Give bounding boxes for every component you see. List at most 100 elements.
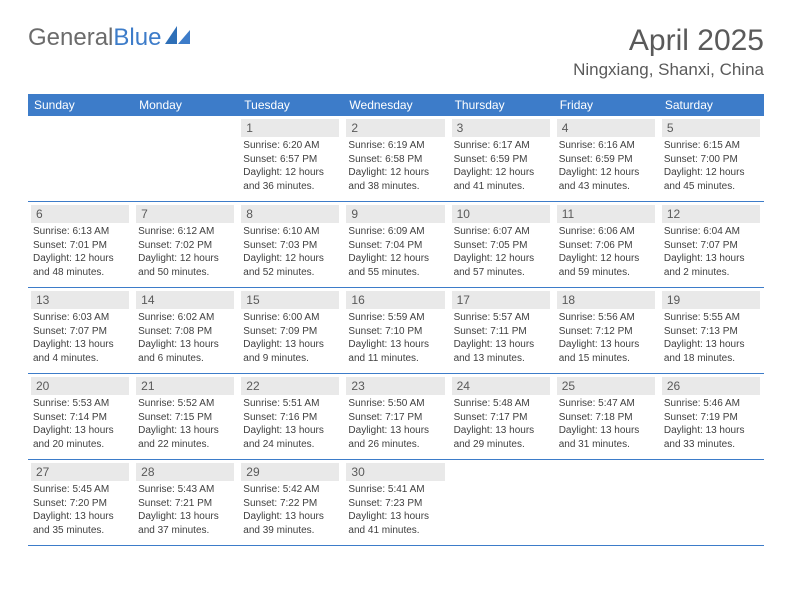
detail-line: and 4 minutes. — [33, 352, 127, 366]
day-details: Sunrise: 6:04 AMSunset: 7:07 PMDaylight:… — [662, 225, 760, 279]
day-details: Sunrise: 5:46 AMSunset: 7:19 PMDaylight:… — [662, 397, 760, 451]
detail-line: Sunset: 7:06 PM — [559, 239, 653, 253]
day-cell: 14Sunrise: 6:02 AMSunset: 7:08 PMDayligh… — [133, 288, 238, 374]
detail-line: Daylight: 13 hours — [33, 338, 127, 352]
day-cell: 10Sunrise: 6:07 AMSunset: 7:05 PMDayligh… — [449, 202, 554, 288]
detail-line: and 15 minutes. — [559, 352, 653, 366]
detail-line: and 2 minutes. — [664, 266, 758, 280]
day-number: 29 — [241, 463, 339, 481]
day-cell — [449, 460, 554, 546]
day-cell: 24Sunrise: 5:48 AMSunset: 7:17 PMDayligh… — [449, 374, 554, 460]
day-cell: 15Sunrise: 6:00 AMSunset: 7:09 PMDayligh… — [238, 288, 343, 374]
day-details: Sunrise: 5:48 AMSunset: 7:17 PMDaylight:… — [452, 397, 550, 451]
detail-line: Sunrise: 6:13 AM — [33, 225, 127, 239]
day-header: Sunday — [28, 94, 133, 116]
day-cell: 20Sunrise: 5:53 AMSunset: 7:14 PMDayligh… — [28, 374, 133, 460]
day-details: Sunrise: 5:59 AMSunset: 7:10 PMDaylight:… — [346, 311, 444, 365]
detail-line: Sunrise: 6:09 AM — [348, 225, 442, 239]
detail-line: Sunrise: 6:16 AM — [559, 139, 653, 153]
detail-line: Daylight: 13 hours — [664, 252, 758, 266]
detail-line: and 41 minutes. — [348, 524, 442, 538]
detail-line: Sunrise: 5:46 AM — [664, 397, 758, 411]
day-number: 25 — [557, 377, 655, 395]
detail-line: Daylight: 12 hours — [348, 252, 442, 266]
day-cell: 29Sunrise: 5:42 AMSunset: 7:22 PMDayligh… — [238, 460, 343, 546]
day-cell: 19Sunrise: 5:55 AMSunset: 7:13 PMDayligh… — [659, 288, 764, 374]
detail-line: Sunset: 7:19 PM — [664, 411, 758, 425]
detail-line: Sunset: 7:09 PM — [243, 325, 337, 339]
day-details: Sunrise: 5:43 AMSunset: 7:21 PMDaylight:… — [136, 483, 234, 537]
detail-line: and 9 minutes. — [243, 352, 337, 366]
day-number: 7 — [136, 205, 234, 223]
detail-line: Sunrise: 5:47 AM — [559, 397, 653, 411]
day-number: 18 — [557, 291, 655, 309]
detail-line: Sunset: 7:07 PM — [33, 325, 127, 339]
week-row: 1Sunrise: 6:20 AMSunset: 6:57 PMDaylight… — [28, 116, 764, 202]
day-cell — [659, 460, 764, 546]
day-details: Sunrise: 5:56 AMSunset: 7:12 PMDaylight:… — [557, 311, 655, 365]
detail-line: and 41 minutes. — [454, 180, 548, 194]
detail-line: Sunrise: 5:43 AM — [138, 483, 232, 497]
detail-line: Sunset: 7:00 PM — [664, 153, 758, 167]
empty-cell — [554, 460, 659, 538]
detail-line: Sunrise: 5:56 AM — [559, 311, 653, 325]
detail-line: Sunrise: 6:06 AM — [559, 225, 653, 239]
detail-line: and 24 minutes. — [243, 438, 337, 452]
detail-line: Sunset: 7:23 PM — [348, 497, 442, 511]
detail-line: Sunrise: 5:52 AM — [138, 397, 232, 411]
detail-line: Sunset: 7:14 PM — [33, 411, 127, 425]
day-cell: 30Sunrise: 5:41 AMSunset: 7:23 PMDayligh… — [343, 460, 448, 546]
detail-line: Sunset: 6:59 PM — [559, 153, 653, 167]
detail-line: Sunset: 7:17 PM — [454, 411, 548, 425]
calendar-table: SundayMondayTuesdayWednesdayThursdayFrid… — [28, 94, 764, 546]
empty-cell — [28, 116, 133, 194]
day-cell: 28Sunrise: 5:43 AMSunset: 7:21 PMDayligh… — [133, 460, 238, 546]
day-details: Sunrise: 5:45 AMSunset: 7:20 PMDaylight:… — [31, 483, 129, 537]
day-cell: 1Sunrise: 6:20 AMSunset: 6:57 PMDaylight… — [238, 116, 343, 202]
empty-cell — [449, 460, 554, 538]
detail-line: Daylight: 13 hours — [348, 338, 442, 352]
detail-line: Sunset: 7:15 PM — [138, 411, 232, 425]
day-cell — [28, 116, 133, 202]
detail-line: Sunrise: 6:00 AM — [243, 311, 337, 325]
day-cell — [554, 460, 659, 546]
day-details: Sunrise: 5:53 AMSunset: 7:14 PMDaylight:… — [31, 397, 129, 451]
detail-line: and 48 minutes. — [33, 266, 127, 280]
detail-line: Sunset: 7:17 PM — [348, 411, 442, 425]
day-details: Sunrise: 5:52 AMSunset: 7:15 PMDaylight:… — [136, 397, 234, 451]
day-number: 17 — [452, 291, 550, 309]
detail-line: Sunrise: 5:53 AM — [33, 397, 127, 411]
detail-line: Sunset: 7:11 PM — [454, 325, 548, 339]
detail-line: Sunrise: 6:17 AM — [454, 139, 548, 153]
detail-line: Daylight: 12 hours — [454, 252, 548, 266]
day-details: Sunrise: 6:17 AMSunset: 6:59 PMDaylight:… — [452, 139, 550, 193]
detail-line: Sunset: 7:20 PM — [33, 497, 127, 511]
brand-logo: GeneralBlue — [28, 24, 191, 52]
day-cell: 7Sunrise: 6:12 AMSunset: 7:02 PMDaylight… — [133, 202, 238, 288]
day-number: 22 — [241, 377, 339, 395]
detail-line: Sunrise: 6:03 AM — [33, 311, 127, 325]
detail-line: Sunrise: 5:57 AM — [454, 311, 548, 325]
detail-line: and 36 minutes. — [243, 180, 337, 194]
day-number: 5 — [662, 119, 760, 137]
detail-line: Daylight: 12 hours — [559, 252, 653, 266]
day-number: 3 — [452, 119, 550, 137]
day-header: Monday — [133, 94, 238, 116]
day-header: Tuesday — [238, 94, 343, 116]
detail-line: Sunset: 7:22 PM — [243, 497, 337, 511]
detail-line: Daylight: 13 hours — [454, 338, 548, 352]
detail-line: and 6 minutes. — [138, 352, 232, 366]
detail-line: Sunrise: 6:07 AM — [454, 225, 548, 239]
detail-line: Daylight: 13 hours — [138, 338, 232, 352]
day-cell: 5Sunrise: 6:15 AMSunset: 7:00 PMDaylight… — [659, 116, 764, 202]
month-title: April 2025 — [573, 24, 764, 58]
day-details: Sunrise: 6:06 AMSunset: 7:06 PMDaylight:… — [557, 225, 655, 279]
detail-line: Daylight: 12 hours — [559, 166, 653, 180]
day-details: Sunrise: 6:16 AMSunset: 6:59 PMDaylight:… — [557, 139, 655, 193]
day-details: Sunrise: 6:02 AMSunset: 7:08 PMDaylight:… — [136, 311, 234, 365]
detail-line: Daylight: 12 hours — [348, 166, 442, 180]
day-number: 13 — [31, 291, 129, 309]
detail-line: and 31 minutes. — [559, 438, 653, 452]
day-details: Sunrise: 6:07 AMSunset: 7:05 PMDaylight:… — [452, 225, 550, 279]
detail-line: Daylight: 13 hours — [664, 338, 758, 352]
